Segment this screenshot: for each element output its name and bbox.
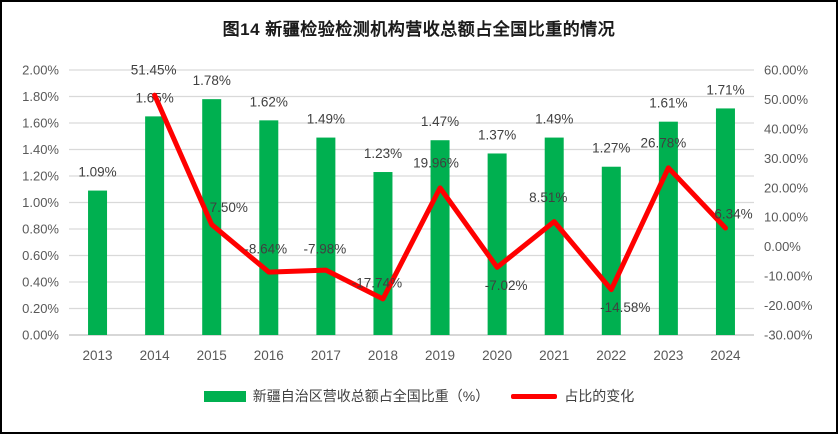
line-label-2014: 51.45% [131,63,177,78]
x-axis-label-2013: 2013 [83,348,113,363]
bar-2022 [601,166,621,335]
bar-2013 [88,190,108,335]
left-axis-tick-label: 1.60% [22,116,59,131]
line-label-2022: -14.58% [600,300,650,315]
bar-2024 [715,108,735,335]
legend-line-label: 占比的变化 [564,388,635,404]
legend-bar-label: 新疆自治区营收总额占全国比重（%） [252,388,490,404]
line-label-2015: 7.50% [210,200,248,215]
bar-label-2017: 1.49% [307,112,345,127]
left-axis-tick-label: 1.00% [22,195,59,210]
right-axis-tick-label: 0.00% [764,239,801,254]
bar-2021 [544,137,564,335]
x-axis-label-2014: 2014 [140,348,171,363]
right-axis-tick-label: -20.00% [764,298,813,313]
line-label-2023: 26.78% [640,135,686,150]
x-axis-label-2018: 2018 [368,348,398,363]
left-axis-tick-label: 2.00% [22,63,59,78]
right-axis-tick-label: 60.00% [764,63,809,78]
right-axis-tick-label: 50.00% [764,92,809,107]
x-axis-label-2017: 2017 [311,348,341,363]
line-label-2024: 6.34% [714,206,752,221]
left-axis-tick-label: 0.80% [22,222,59,237]
bar-2014 [145,116,165,335]
bar-label-2020: 1.37% [478,127,516,142]
legend-bar-swatch [203,390,246,402]
bar-2023 [658,121,678,335]
x-axis-label-2020: 2020 [482,348,512,363]
x-axis-label-2016: 2016 [254,348,284,363]
left-axis-tick-label: 0.20% [22,301,59,316]
bar-2020 [487,153,507,335]
bar-2015 [202,99,222,336]
right-axis-tick-label: 40.00% [764,121,809,136]
bar-label-2019: 1.47% [421,114,459,129]
bar-label-2015: 1.78% [193,73,231,88]
bar-label-2013: 1.09% [78,165,116,180]
right-axis-tick-label: 10.00% [764,210,809,225]
left-axis-tick-label: 0.40% [22,275,59,290]
line-label-2019: 19.96% [413,155,459,170]
line-label-2016: -8.64% [244,242,287,257]
x-axis-label-2019: 2019 [425,348,455,363]
x-axis-label-2015: 2015 [197,348,227,363]
x-axis-label-2024: 2024 [710,348,741,363]
bar-2017 [316,137,336,335]
left-axis-tick-label: 1.40% [22,142,59,157]
left-axis-tick-label: 1.20% [22,169,59,184]
right-axis-tick-label: 20.00% [764,180,809,195]
bar-2018 [373,172,393,335]
x-axis-label-2022: 2022 [596,348,626,363]
change-line [152,92,728,302]
bar-label-2016: 1.62% [250,94,288,109]
left-axis-tick-label: 1.80% [22,89,59,104]
left-axis-tick-label: 0.00% [22,328,59,343]
chart-title: 图14 新疆检验检测机构营收总额占全国比重的情况 [222,20,616,39]
line-label-2018: -17.74% [352,275,402,290]
line-label-2021: 8.51% [529,190,567,205]
bar-label-2024: 1.71% [706,82,744,97]
line-label-2017: -7.98% [303,242,346,257]
bar-label-2018: 1.23% [364,146,402,161]
x-axis-label-2021: 2021 [539,348,569,363]
right-axis-tick-label: -10.00% [764,269,813,284]
legend: 新疆自治区营收总额占全国比重（%） 占比的变化 [2,386,836,406]
bar-label-2022: 1.27% [592,141,630,156]
bar-2019 [430,140,450,335]
left-axis-tick-label: 0.60% [22,248,59,263]
right-axis-tick-label: 30.00% [764,151,809,166]
x-axis-label-2023: 2023 [653,348,683,363]
legend-line-swatch [511,393,558,399]
right-axis-tick-label: -30.00% [764,328,813,343]
bar-label-2023: 1.61% [649,96,687,111]
bar-2016 [259,120,279,335]
bar-label-2021: 1.49% [535,112,573,127]
line-label-2020: -7.02% [485,278,528,293]
